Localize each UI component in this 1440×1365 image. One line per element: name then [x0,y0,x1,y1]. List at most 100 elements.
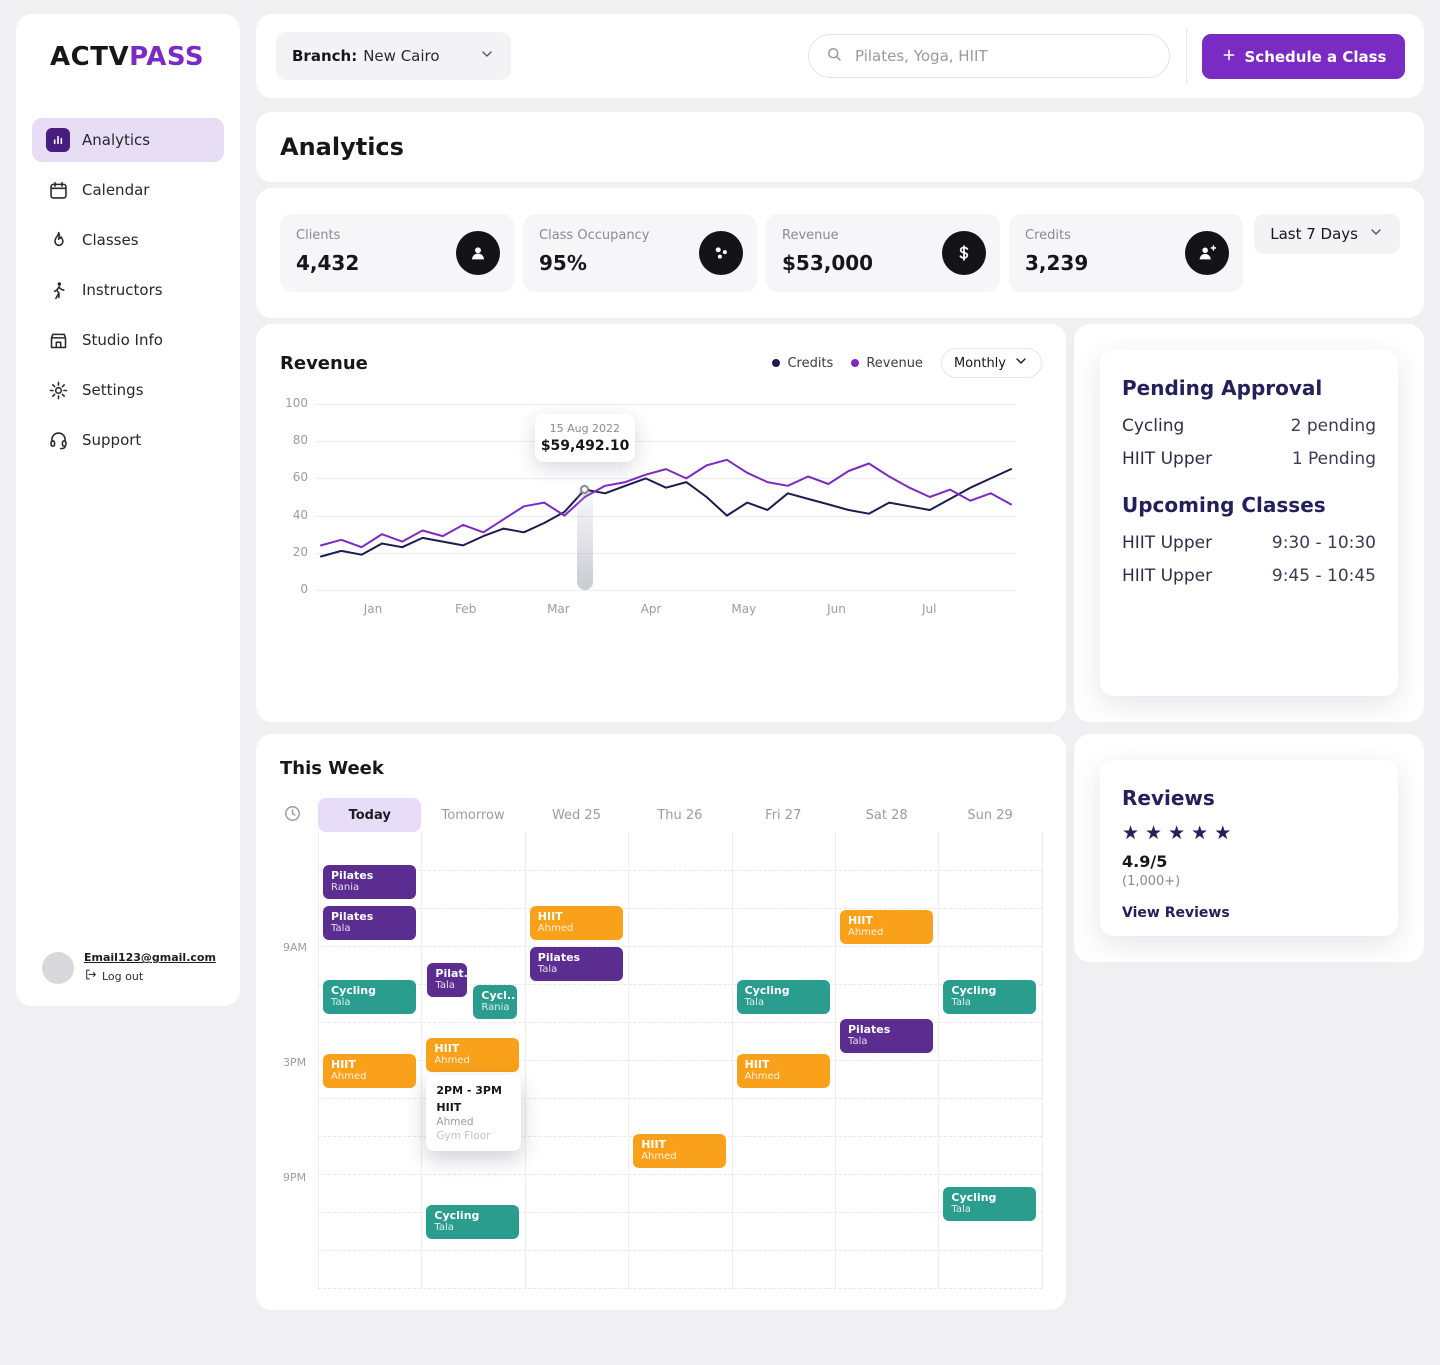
reviews-card: Reviews ★ ★ ★ ★ ★ 4.9/5 (1,000+) View Review… [1074,734,1424,962]
calendar-event[interactable]: Pilates Tala [323,906,416,940]
sidebar-item-studio-info[interactable]: Studio Info [32,318,224,362]
upcoming-classes-title: Upcoming Classes [1122,493,1326,517]
topbar: Branch: New Cairo Schedule a Class [256,14,1424,98]
pending-class-name: Cycling [1122,416,1185,436]
sidebar-item-calendar[interactable]: Calendar [32,168,224,212]
calendar-row-divider [318,908,1042,909]
day-header-2[interactable]: Wed 25 [525,798,628,832]
chart-tooltip: 15 Aug 2022 $59,492.10 [534,413,635,462]
sidebar-item-support[interactable]: Support [32,418,224,462]
chevron-down-icon [479,46,495,66]
stats-section: Clients 4,432 Class Occupancy 95% Revenu… [256,188,1424,318]
pending-approval-inner: Pending Approval Cycling 2 pending HIIT … [1100,350,1398,696]
day-header-4[interactable]: Fri 27 [732,798,835,832]
stat-card-clients: Clients 4,432 [280,214,514,292]
flame-icon [46,228,70,252]
page-header: Analytics [256,112,1424,182]
event-title: HIIT [434,1042,460,1055]
schedule-class-button[interactable]: Schedule a Class [1202,34,1405,79]
calendar-event[interactable]: HIIT Ahmed [529,906,623,940]
calendar-event[interactable]: Cycling Tala [736,980,830,1014]
pending-status: 1 Pending [1291,449,1376,469]
brand-secondary: PASS [129,42,205,72]
calendar-row-divider [318,984,1042,985]
calendar-event[interactable]: Cycling Tala [943,1187,1037,1221]
chevron-down-icon [1013,353,1029,373]
range-filter-label: Last 7 Days [1270,225,1358,243]
branch-selector[interactable]: Branch: New Cairo [276,32,511,80]
day-header-label: Wed 25 [551,807,601,823]
calendar-row-divider [318,1288,1042,1289]
day-header-0[interactable]: Today [318,798,422,832]
avatar [42,951,74,984]
calendar-event[interactable]: HIIT Ahmed [323,1054,416,1088]
stat-label: Revenue [782,228,839,243]
event-instructor: Ahmed [537,923,574,934]
day-header-1[interactable]: Tomorrow [421,798,524,832]
day-header-6[interactable]: Sun 29 [938,798,1041,832]
calendar-event[interactable]: HIIT Ahmed [426,1038,520,1072]
time-label: 3PM [283,1056,307,1069]
event-instructor: Ahmed [434,1055,470,1066]
event-instructor: Tala [331,997,351,1008]
pending-item: HIIT Upper 1 Pending [1122,449,1376,469]
sidebar-item-settings[interactable]: Settings [32,368,224,412]
range-filter-dropdown[interactable]: Last 7 Days [1254,214,1400,254]
event-title: Pilates [848,1023,891,1036]
stat-value: 95% [539,251,587,275]
event-instructor: Ahmed [331,1071,367,1082]
calendar-row-divider [318,870,1042,871]
calendar-event[interactable]: Pilat.. Tala [427,963,468,997]
event-instructor: Rania [331,882,360,893]
calendar-event[interactable]: HIIT Ahmed [633,1134,727,1168]
calendar-event[interactable]: Pilates Rania [323,865,416,899]
sidebar-item-instructors[interactable]: Instructors [32,268,224,312]
gridline [316,590,1016,591]
gridline [316,478,1016,480]
calendar-event[interactable]: Cycl.. Rania [473,985,518,1019]
event-title: Cycling [744,984,790,997]
event-tooltip: 2PM - 3PM HIIT Ahmed Gym Floor [426,1075,522,1151]
sidebar-nav: Analytics Calendar Classes Instructors S… [32,118,224,462]
search-box [808,34,1170,78]
view-reviews-link[interactable]: View Reviews [1122,905,1230,921]
sidebar-item-analytics[interactable]: Analytics [32,118,224,162]
event-title: Cycling [951,1191,997,1204]
pending-list: Cycling 2 pending HIIT Upper 1 Pending [1122,416,1376,469]
calendar-event[interactable]: Cycling Tala [323,980,416,1014]
day-header-label: Sun 29 [967,807,1013,823]
tooltip-highlight-bar [576,489,593,590]
calendar-event[interactable]: Cycling Tala [943,980,1037,1014]
legend-dot [772,359,781,367]
calendar-row-divider [318,946,1042,947]
calendar-event[interactable]: HIIT Ahmed [736,1054,830,1088]
user-email-link[interactable]: Email123@gmail.com [84,951,216,964]
studio-icon [46,328,70,352]
revenue-tools: Credits Revenue Monthly [772,348,1042,378]
clock-icon [283,804,302,827]
search-input[interactable] [853,46,1153,66]
sidebar-item-classes[interactable]: Classes [32,218,224,262]
event-tooltip-location: Gym Floor [436,1130,491,1142]
period-filter-dropdown[interactable]: Monthly [940,348,1042,378]
calendar-event[interactable]: Cycling Tala [426,1205,520,1239]
day-header-label: Thu 26 [657,807,703,823]
sidebar-item-label: Instructors [82,281,163,299]
event-instructor: Tala [331,923,351,934]
calendar-row-divider [318,1022,1042,1023]
event-title: Pilates [331,869,374,882]
pending-item: Cycling 2 pending [1122,416,1376,436]
period-filter-label: Monthly [953,355,1006,371]
time-label: 9PM [283,1171,307,1184]
calendar-event[interactable]: HIIT Ahmed [840,910,933,944]
logout-label: Log out [102,969,144,983]
logout-button[interactable]: Log out [84,968,216,984]
upcoming-classes-list: HIIT Upper 9:30 - 10:30 HIIT Upper 9:45 … [1122,533,1376,586]
day-header-3[interactable]: Thu 26 [628,798,731,832]
day-header-5[interactable]: Sat 28 [835,798,938,832]
instructor-icon [46,278,70,302]
calendar-event[interactable]: Pilates Tala [529,947,623,981]
calendar-event[interactable]: Pilates Tala [840,1019,933,1053]
revenue-title: Revenue [280,352,368,374]
brand-logo: ACTVPASS [32,42,224,72]
